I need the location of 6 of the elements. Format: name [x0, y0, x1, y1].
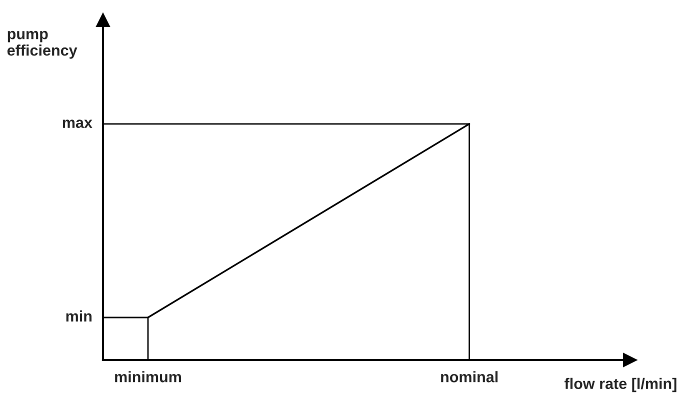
y-axis-title: pump efficiency	[7, 30, 78, 59]
x-tick-label: minimum	[115, 371, 181, 382]
x-axis-title: flow rate [l/min]	[564, 378, 676, 392]
x-tick-label: nominal	[441, 371, 498, 382]
text: max	[62, 120, 92, 128]
text: min	[66, 310, 92, 322]
